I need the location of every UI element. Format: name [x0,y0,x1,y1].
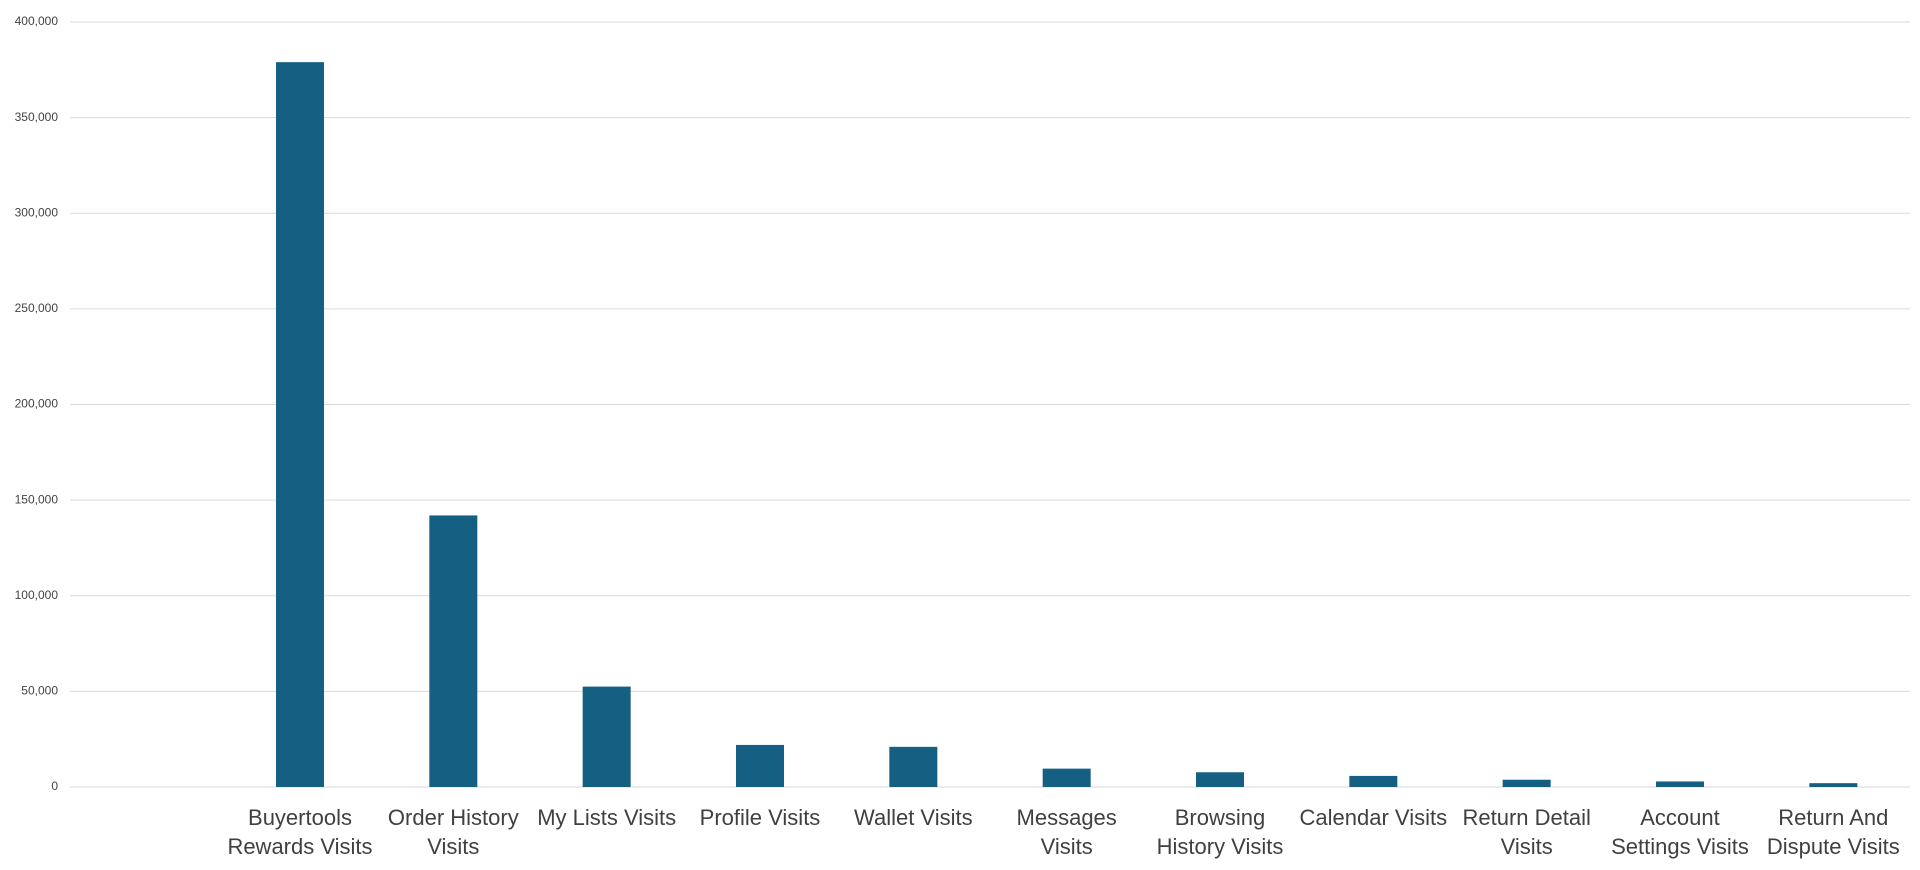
y-tick-label: 400,000 [15,14,59,28]
bar [276,62,324,788]
x-tick-label: Wallet Visits [854,805,973,830]
bar [1196,772,1244,787]
x-tick-label: Messages Visits [1016,805,1117,859]
y-tick-label: 50,000 [21,684,58,698]
y-tick-label: 350,000 [15,110,59,124]
bar [736,744,784,787]
bar [1042,768,1091,787]
y-tick-label: 150,000 [15,492,59,506]
x-tick-label: Browsing History Visits [1156,805,1284,859]
x-tick-label: Return And Dispute Visits [1766,805,1900,859]
x-tick-label: Order History Visits [387,805,519,859]
y-tick-label: 300,000 [15,205,59,219]
y-tick-label: 0 [51,779,58,793]
y-tick-label: 250,000 [15,301,59,315]
x-tick-label: My Lists Visits [537,805,677,830]
bar [1502,779,1551,787]
x-tick-label: Calendar Visits [1299,805,1448,830]
y-tick-label: 100,000 [15,588,59,602]
bar [1656,781,1704,787]
x-tick-label: Account Settings Visits [1611,805,1749,859]
bar [582,686,631,787]
bar [429,515,478,787]
x-tick-label: Profile Visits [699,805,821,830]
bar [1809,783,1858,787]
x-tick-label: Buyertools Rewards Visits [227,805,373,859]
bar [1349,775,1398,787]
bar [889,746,938,787]
y-tick-label: 200,000 [15,397,59,411]
x-tick-label: Return Detail Visits [1462,805,1591,859]
